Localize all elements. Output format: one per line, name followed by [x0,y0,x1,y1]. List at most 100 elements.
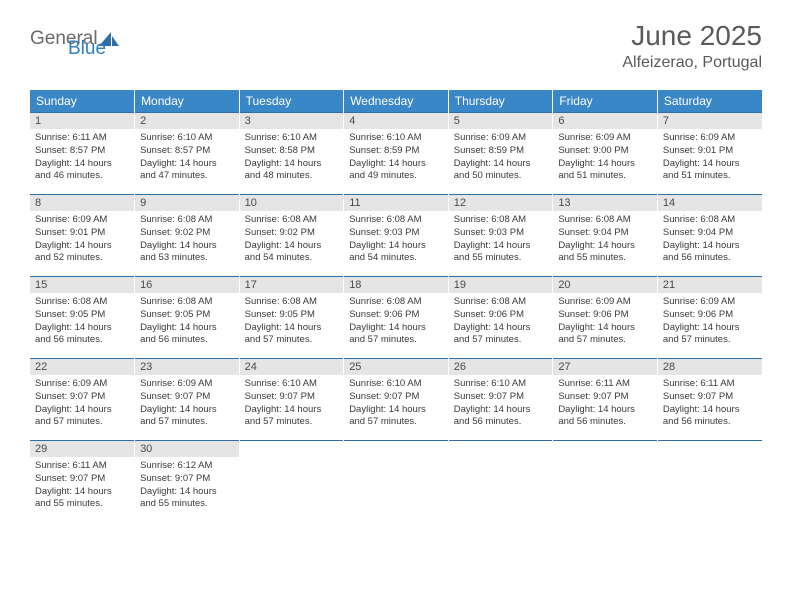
sunset-line: Sunset: 8:57 PM [35,145,129,158]
calendar-day-cell: 25Sunrise: 6:10 AMSunset: 9:07 PMDayligh… [344,359,449,441]
calendar-day-cell: 24Sunrise: 6:10 AMSunset: 9:07 PMDayligh… [239,359,344,441]
sunrise-line: Sunrise: 6:08 AM [140,214,234,227]
day-number: 30 [135,441,239,457]
sunrise-line: Sunrise: 6:10 AM [349,378,443,391]
weekday-header: Wednesday [344,90,449,113]
sunrise-line: Sunrise: 6:09 AM [558,132,652,145]
day-number: 9 [135,195,239,211]
day-number: 23 [135,359,239,375]
daylight-line: Daylight: 14 hours and 57 minutes. [35,404,129,430]
daylight-line: Daylight: 14 hours and 57 minutes. [349,404,443,430]
calendar-day-cell: 18Sunrise: 6:08 AMSunset: 9:06 PMDayligh… [344,277,449,359]
calendar-day-cell [657,441,762,523]
calendar-table: SundayMondayTuesdayWednesdayThursdayFrid… [30,90,762,523]
daylight-line: Daylight: 14 hours and 56 minutes. [558,404,652,430]
sunset-line: Sunset: 9:06 PM [454,309,548,322]
sunset-line: Sunset: 9:06 PM [663,309,757,322]
day-number: 14 [658,195,762,211]
daylight-line: Daylight: 14 hours and 56 minutes. [140,322,234,348]
day-number: 11 [344,195,448,211]
calendar-day-cell: 21Sunrise: 6:09 AMSunset: 9:06 PMDayligh… [657,277,762,359]
daylight-line: Daylight: 14 hours and 56 minutes. [454,404,548,430]
calendar-day-cell: 28Sunrise: 6:11 AMSunset: 9:07 PMDayligh… [657,359,762,441]
calendar-day-cell: 14 Sunrise: 6:08 AMSunset: 9:04 PMDayligh… [657,195,762,277]
sunrise-line: Sunrise: 6:11 AM [663,378,757,391]
daylight-line: Daylight: 14 hours and 57 minutes. [349,322,443,348]
sunset-line: Sunset: 9:00 PM [558,145,652,158]
day-content: Sunrise: 6:09 AMSunset: 9:06 PMDaylight:… [553,293,657,352]
sunrise-line: Sunrise: 6:08 AM [663,214,757,227]
day-content: Sunrise: 6:08 AMSunset: 9:04 PMDaylight:… [553,211,657,270]
day-number: 8 [30,195,134,211]
sunset-line: Sunset: 8:59 PM [454,145,548,158]
weekday-header: Sunday [30,90,135,113]
day-content: Sunrise: 6:09 AMSunset: 9:01 PMDaylight:… [658,129,762,188]
day-number: 10 [240,195,344,211]
sunrise-line: Sunrise: 6:08 AM [35,296,129,309]
daylight-line: Daylight: 14 hours and 50 minutes. [454,158,548,184]
daylight-line: Daylight: 14 hours and 51 minutes. [558,158,652,184]
sunset-line: Sunset: 9:04 PM [663,227,757,240]
sunset-line: Sunset: 9:07 PM [349,391,443,404]
day-content: Sunrise: 6:09 AMSunset: 9:00 PMDaylight:… [553,129,657,188]
title-block: June 2025 Alfeizerao, Portugal [622,20,762,72]
sunrise-line: Sunrise: 6:09 AM [35,378,129,391]
daylight-line: Daylight: 14 hours and 54 minutes. [349,240,443,266]
calendar-week-row: 1Sunrise: 6:11 AMSunset: 8:57 PMDaylight… [30,113,762,195]
sunset-line: Sunset: 9:06 PM [349,309,443,322]
day-number: 29 [30,441,134,457]
day-content: Sunrise: 6:11 AMSunset: 9:07 PMDaylight:… [553,375,657,434]
header: GeneralBlue June 2025 Alfeizerao, Portug… [30,20,762,72]
calendar-day-cell: 6Sunrise: 6:09 AMSunset: 9:00 PMDaylight… [553,113,658,195]
sunrise-line: Sunrise: 6:08 AM [349,214,443,227]
sunrise-line: Sunrise: 6:08 AM [349,296,443,309]
sunset-line: Sunset: 9:05 PM [245,309,339,322]
day-content: Sunrise: 6:08 AMSunset: 9:03 PMDaylight:… [344,211,448,270]
day-content: Sunrise: 6:10 AMSunset: 9:07 PMDaylight:… [449,375,553,434]
day-content: Sunrise: 6:08 AMSunset: 9:05 PMDaylight:… [240,293,344,352]
sunset-line: Sunset: 9:05 PM [35,309,129,322]
sunrise-line: Sunrise: 6:08 AM [245,296,339,309]
calendar-day-cell: 20Sunrise: 6:09 AMSunset: 9:06 PMDayligh… [553,277,658,359]
day-content: Sunrise: 6:09 AMSunset: 8:59 PMDaylight:… [449,129,553,188]
calendar-day-cell: 22Sunrise: 6:09 AMSunset: 9:07 PMDayligh… [30,359,135,441]
sunset-line: Sunset: 9:05 PM [140,309,234,322]
day-content: Sunrise: 6:09 AMSunset: 9:01 PMDaylight:… [30,211,134,270]
calendar-day-cell [553,441,658,523]
calendar-day-cell: 7Sunrise: 6:09 AMSunset: 9:01 PMDaylight… [657,113,762,195]
sunset-line: Sunset: 9:01 PM [663,145,757,158]
daylight-line: Daylight: 14 hours and 48 minutes. [245,158,339,184]
day-content: Sunrise: 6:10 AMSunset: 8:58 PMDaylight:… [240,129,344,188]
sunrise-line: Sunrise: 6:08 AM [140,296,234,309]
day-content: Sunrise: 6:08 AMSunset: 9:03 PMDaylight:… [449,211,553,270]
location-label: Alfeizerao, Portugal [622,54,762,72]
sunrise-line: Sunrise: 6:09 AM [663,296,757,309]
brand-logo: GeneralBlue [30,20,119,50]
day-content: Sunrise: 6:08 AMSunset: 9:06 PMDaylight:… [344,293,448,352]
daylight-line: Daylight: 14 hours and 55 minutes. [558,240,652,266]
day-content: Sunrise: 6:08 AMSunset: 9:02 PMDaylight:… [240,211,344,270]
sunrise-line: Sunrise: 6:09 AM [140,378,234,391]
day-number: 13 [553,195,657,211]
day-number: 26 [449,359,553,375]
daylight-line: Daylight: 14 hours and 57 minutes. [558,322,652,348]
calendar-day-cell: 15Sunrise: 6:08 AMSunset: 9:05 PMDayligh… [30,277,135,359]
calendar-day-cell: 3Sunrise: 6:10 AMSunset: 8:58 PMDaylight… [239,113,344,195]
sunset-line: Sunset: 9:07 PM [140,391,234,404]
day-content: Sunrise: 6:09 AMSunset: 9:06 PMDaylight:… [658,293,762,352]
weekday-header: Monday [135,90,240,113]
day-number: 28 [658,359,762,375]
day-number: 15 [30,277,134,293]
sunset-line: Sunset: 9:07 PM [245,391,339,404]
daylight-line: Daylight: 14 hours and 54 minutes. [245,240,339,266]
daylight-line: Daylight: 14 hours and 55 minutes. [35,486,129,512]
daylight-line: Daylight: 14 hours and 56 minutes. [663,240,757,266]
sunset-line: Sunset: 9:02 PM [140,227,234,240]
calendar-day-cell: 2Sunrise: 6:10 AMSunset: 8:57 PMDaylight… [135,113,240,195]
day-number: 19 [449,277,553,293]
weekday-header: Thursday [448,90,553,113]
calendar-day-cell [239,441,344,523]
sunrise-line: Sunrise: 6:09 AM [558,296,652,309]
daylight-line: Daylight: 14 hours and 57 minutes. [140,404,234,430]
calendar-day-cell: 10Sunrise: 6:08 AMSunset: 9:02 PMDayligh… [239,195,344,277]
